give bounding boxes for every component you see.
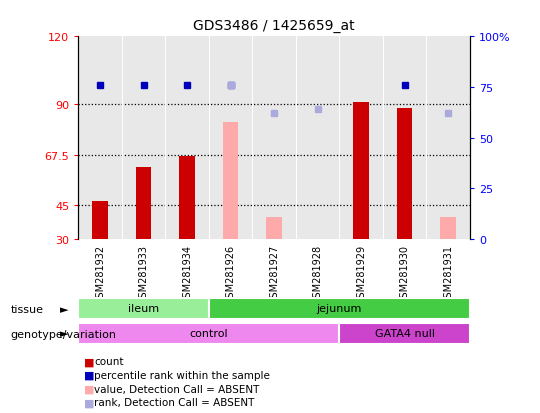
- Bar: [136, 168, 151, 240]
- Text: count: count: [94, 356, 124, 366]
- Bar: [441, 217, 456, 240]
- Text: ileum: ileum: [128, 304, 159, 314]
- Bar: [339, 323, 470, 344]
- Text: jejunum: jejunum: [316, 304, 362, 314]
- Title: GDS3486 / 1425659_at: GDS3486 / 1425659_at: [193, 19, 355, 33]
- Text: GSM281933: GSM281933: [139, 244, 148, 303]
- Text: ■: ■: [84, 356, 94, 366]
- Bar: [78, 299, 209, 319]
- Bar: [209, 299, 470, 319]
- Bar: [223, 123, 238, 240]
- Bar: [179, 157, 194, 240]
- Text: GSM281931: GSM281931: [443, 244, 453, 303]
- Text: GSM281930: GSM281930: [400, 244, 409, 303]
- Text: GSM281934: GSM281934: [182, 244, 192, 303]
- Bar: [92, 201, 107, 240]
- Text: GSM281927: GSM281927: [269, 244, 279, 303]
- Text: value, Detection Call = ABSENT: value, Detection Call = ABSENT: [94, 384, 260, 394]
- Bar: [266, 217, 282, 240]
- Bar: [354, 102, 369, 240]
- Text: ►: ►: [59, 304, 68, 314]
- Text: control: control: [190, 328, 228, 339]
- Text: GSM281932: GSM281932: [95, 244, 105, 303]
- Text: GSM281926: GSM281926: [226, 244, 235, 303]
- Text: ►: ►: [59, 329, 68, 339]
- Text: GSM281929: GSM281929: [356, 244, 366, 303]
- Bar: [78, 323, 339, 344]
- Bar: [397, 109, 412, 240]
- Text: tissue: tissue: [11, 304, 44, 314]
- Text: rank, Detection Call = ABSENT: rank, Detection Call = ABSENT: [94, 397, 255, 407]
- Text: GATA4 null: GATA4 null: [375, 328, 435, 339]
- Text: percentile rank within the sample: percentile rank within the sample: [94, 370, 271, 380]
- Text: GSM281928: GSM281928: [313, 244, 322, 303]
- Text: genotype/variation: genotype/variation: [11, 329, 117, 339]
- Text: ■: ■: [84, 397, 94, 407]
- Text: ■: ■: [84, 384, 94, 394]
- Text: ■: ■: [84, 370, 94, 380]
